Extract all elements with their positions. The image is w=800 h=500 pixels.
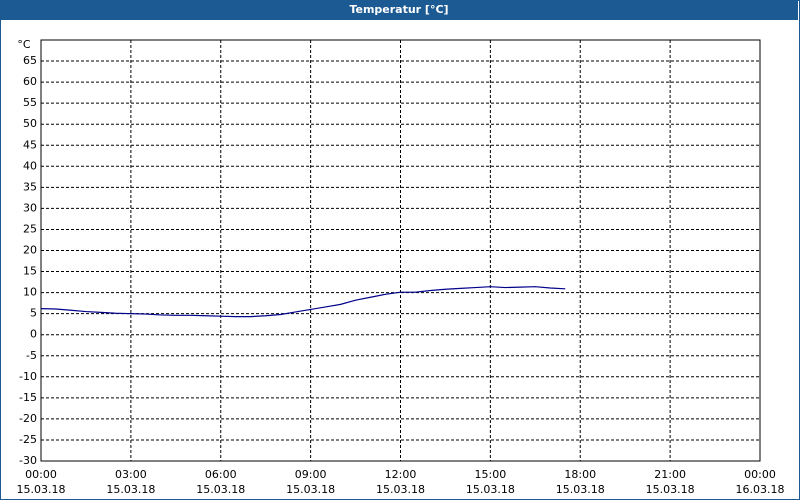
x-tick-date: 16.03.18 — [736, 483, 785, 496]
y-tick-label: -15 — [19, 391, 37, 404]
y-tick-label: 45 — [23, 138, 37, 151]
y-tick-label: 40 — [23, 159, 37, 172]
y-tick-label: -20 — [19, 412, 37, 425]
y-tick-label: -5 — [26, 349, 37, 362]
x-tick-date: 15.03.18 — [286, 483, 335, 496]
y-tick-label: 35 — [23, 180, 37, 193]
data-line — [40, 286, 566, 318]
y-tick-label: 60 — [23, 75, 37, 88]
x-tick-label: 12:00 — [385, 468, 417, 481]
x-tick-date: 15.03.18 — [556, 483, 605, 496]
y-tick-label: 20 — [23, 244, 37, 257]
y-tick-label: 55 — [23, 96, 37, 109]
x-tick-label: 03:00 — [115, 468, 147, 481]
x-tick-label: 00:00 — [25, 468, 57, 481]
x-tick-date: 15.03.18 — [106, 483, 155, 496]
x-tick-date: 15.03.18 — [17, 483, 66, 496]
x-tick-date: 15.03.18 — [646, 483, 695, 496]
x-tick-label: 06:00 — [205, 468, 237, 481]
x-tick-label: 21:00 — [654, 468, 686, 481]
x-tick-date: 15.03.18 — [196, 483, 245, 496]
x-tick-date: 15.03.18 — [466, 483, 515, 496]
y-tick-label: 25 — [23, 222, 37, 235]
y-tick-label: 5 — [30, 307, 37, 320]
title-bar: Temperatur [°C] — [0, 0, 798, 20]
y-tick-label: 0 — [30, 328, 37, 341]
x-tick-label: 00:00 — [744, 468, 776, 481]
y-tick-label: -30 — [19, 454, 37, 467]
y-tick-label: 50 — [23, 117, 37, 130]
y-tick-label: 65 — [23, 54, 37, 67]
y-tick-label: -10 — [19, 370, 37, 383]
x-tick-label: 18:00 — [564, 468, 596, 481]
x-tick-label: 09:00 — [295, 468, 327, 481]
y-unit: °C — [17, 38, 31, 51]
x-tick-label: 15:00 — [475, 468, 507, 481]
y-tick-label: -25 — [19, 433, 37, 446]
y-tick-label: 30 — [23, 201, 37, 214]
plot-border — [40, 39, 761, 462]
y-tick-label: 10 — [23, 286, 37, 299]
y-tick-label: 15 — [23, 265, 37, 278]
x-tick-date: 15.03.18 — [376, 483, 425, 496]
